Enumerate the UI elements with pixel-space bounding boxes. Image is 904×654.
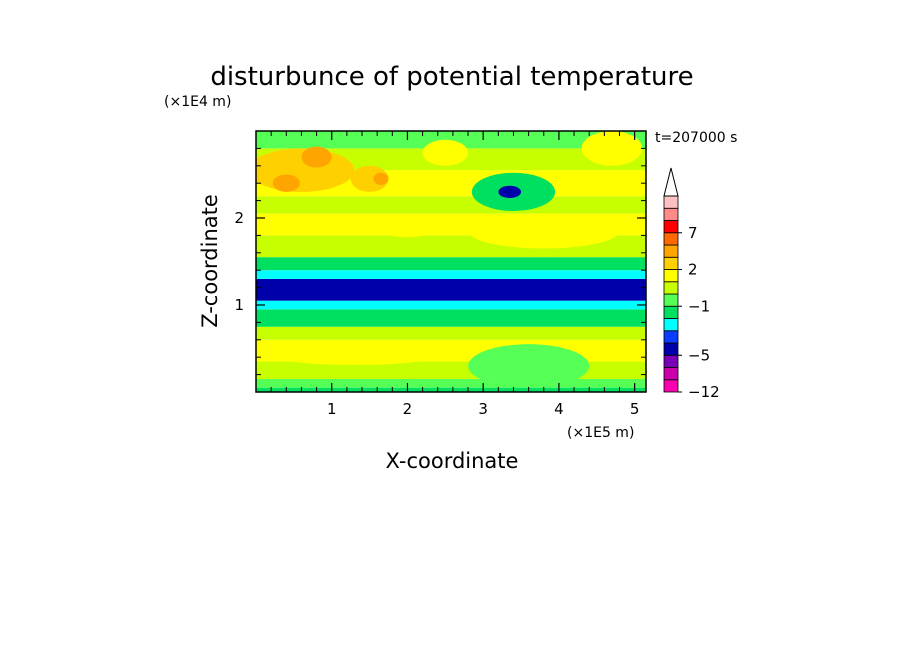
contour-patch-3 — [350, 165, 389, 192]
colorbar-swatch-2 — [663, 354, 679, 368]
contour-patch-8 — [377, 216, 438, 238]
contour-patch-4 — [373, 172, 389, 185]
contour-band-8 — [256, 270, 646, 279]
contour-band-4 — [256, 326, 646, 340]
contour-band-1 — [256, 378, 646, 388]
contour-band-9 — [256, 257, 646, 271]
contour-patch-1 — [272, 174, 300, 192]
colorbar-swatch-7 — [663, 293, 679, 307]
chart-title: disturbunce of potential temperature — [210, 62, 693, 92]
contour-patch-0 — [256, 148, 355, 192]
colorbar-tick-label-1: −5 — [688, 346, 710, 364]
colorbar-swatch-4 — [663, 330, 679, 344]
colorbar: −12−5−127 — [663, 167, 720, 401]
y-axis: 12 — [234, 147, 646, 376]
contour-patch-2 — [301, 146, 332, 168]
x-axis: 1 2 3 4 5 — [270, 131, 640, 418]
colorbar-swatch-3 — [663, 342, 679, 356]
x-tick-label-4: 5 — [630, 400, 640, 418]
y-axis-label: Z-coordinate — [198, 194, 222, 328]
contour-band-5 — [256, 309, 646, 327]
colorbar-swatch-15 — [663, 195, 679, 209]
colorbar-swatch-14 — [663, 207, 679, 221]
colorbar-extend-arrow — [663, 167, 679, 197]
colorbar-swatch-5 — [663, 318, 679, 332]
x-tick-label-0: 1 — [327, 400, 337, 418]
y-unit-label: (×1E4 m) — [164, 94, 231, 110]
contour-band-0 — [256, 387, 646, 392]
colorbar-swatch-9 — [663, 269, 679, 283]
x-tick-label-1: 2 — [403, 400, 413, 418]
colorbar-swatch-12 — [663, 232, 679, 246]
colorbar-swatch-1 — [663, 367, 679, 381]
plot-frame — [255, 130, 647, 393]
colorbar-swatch-8 — [663, 281, 679, 295]
x-unit-label: (×1E5 m) — [567, 425, 634, 441]
contour-patch-7 — [468, 213, 620, 249]
colorbar-swatch-13 — [663, 220, 679, 234]
x-tick-label-2: 3 — [478, 400, 488, 418]
y-tick-label-0: 1 — [234, 296, 244, 314]
colorbar-swatch-11 — [663, 244, 679, 258]
contour-patch-6 — [498, 185, 522, 198]
contour-band-7 — [256, 278, 646, 301]
colorbar-swatch-6 — [663, 305, 679, 319]
contour-band-6 — [256, 300, 646, 310]
colorbar-swatch-10 — [663, 256, 679, 270]
contour-fill — [256, 131, 646, 392]
x-tick-label-3: 4 — [554, 400, 564, 418]
contour-patch-11 — [422, 139, 469, 166]
y-tick-label-1: 2 — [234, 209, 244, 227]
colorbar-tick-label-2: −1 — [688, 297, 710, 315]
colorbar-swatch-0 — [663, 379, 679, 393]
colorbar-tick-label-3: 2 — [688, 261, 698, 279]
x-axis-label: X-coordinate — [386, 449, 519, 473]
contour-patch-12 — [581, 131, 643, 166]
contour-patch-10 — [263, 340, 446, 366]
contour-band-12 — [256, 196, 646, 214]
contour-patch-9 — [468, 344, 590, 388]
colorbar-tick-label-0: −12 — [688, 383, 720, 401]
time-label: t=207000 s — [655, 130, 737, 146]
contour-band-15 — [256, 131, 646, 149]
colorbar-tick-label-4: 7 — [688, 224, 698, 242]
